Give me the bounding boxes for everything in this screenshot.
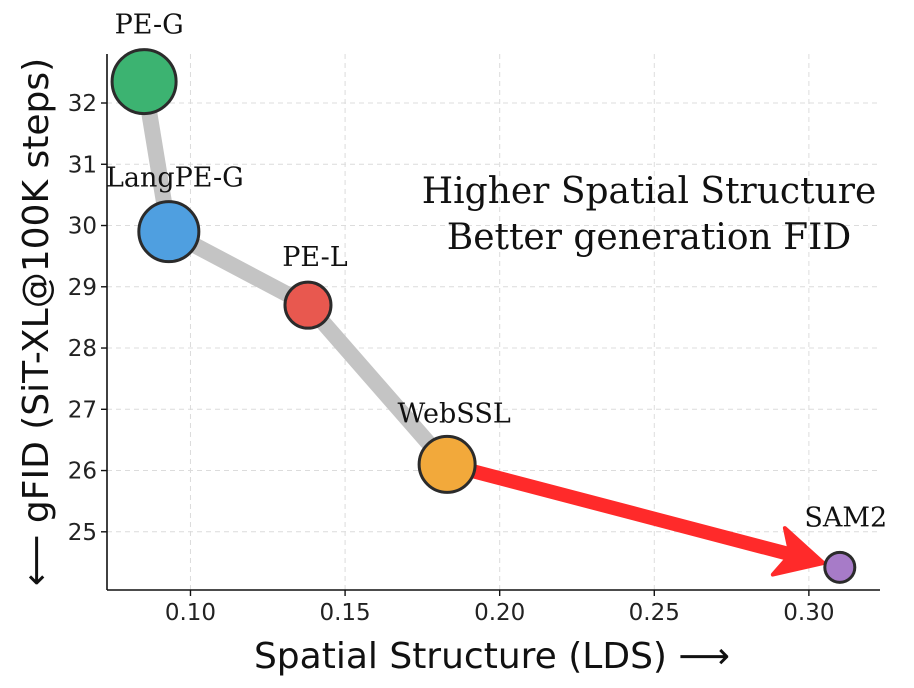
annotation-line-2: Better generation FID (447, 217, 852, 258)
point-labels: PE-G LangPE-G PE-L WebSSL SAM2 (106, 10, 887, 534)
axes: 0.10 0.15 0.20 0.25 0.30 25 26 27 28 29 30 31 32 (68, 54, 880, 626)
point-sam2 (823, 550, 857, 584)
trend-arrow (440, 457, 826, 577)
point-pe-l (283, 280, 333, 330)
x-tick-label-1: 0.15 (319, 600, 370, 626)
x-axis-title: Spatial Structure (LDS) ⟶ (254, 636, 730, 677)
point-label-webssl: WebSSL (397, 398, 510, 429)
y-tick-label-0: 25 (68, 520, 97, 546)
point-label-langpe-g: LangPE-G (106, 163, 244, 194)
x-tick-label-3: 0.25 (629, 600, 680, 626)
point-webssl (417, 434, 477, 494)
y-tick-label-3: 28 (68, 336, 97, 362)
trend-segment-2 (299, 297, 456, 473)
grid (107, 54, 880, 590)
point-label-pe-l: PE-L (282, 242, 348, 273)
arrow-head (770, 526, 826, 577)
y-tick-label-1: 26 (68, 459, 97, 485)
point-label-sam2: SAM2 (804, 502, 887, 533)
point-pe-g (110, 48, 178, 116)
x-tick-label-4: 0.30 (783, 600, 834, 626)
data-points (110, 48, 857, 584)
y-tick-label-4: 29 (68, 275, 97, 301)
y-tick-label-2: 27 (68, 397, 97, 423)
annotation-line-1: Higher Spatial Structure (422, 171, 877, 212)
point-langpe-g (137, 200, 201, 264)
y-tick-label-5: 30 (68, 214, 97, 240)
arrow-shaft (440, 457, 792, 560)
y-axis-title: ⟵ gFID (SiT-XL@100K steps) (16, 58, 57, 586)
point-label-pe-g: PE-G (115, 10, 184, 41)
x-tick-label-2: 0.20 (474, 600, 525, 626)
y-tick-label-6: 31 (68, 152, 97, 178)
x-tick-label-0: 0.10 (165, 600, 216, 626)
y-tick-label-7: 32 (68, 91, 97, 117)
